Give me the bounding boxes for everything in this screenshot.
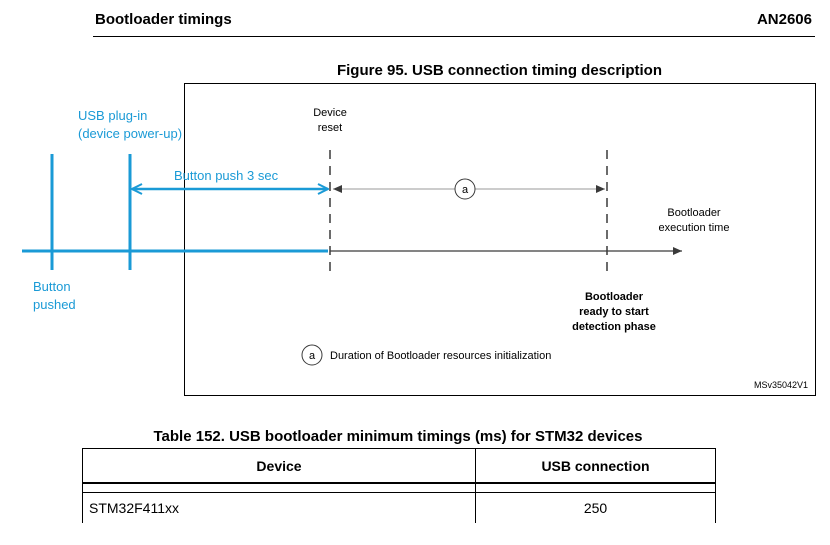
cell-usb-connection: 250 [475,492,716,523]
spacer-cell [82,483,476,493]
legend-a-marker-label: a [309,350,316,362]
figure-ref-code: MSv35042V1 [754,380,808,390]
device-reset-label-line2: reset [318,122,342,134]
usb-plugin-label-line2: (device power-up) [78,126,182,141]
marker-a-label: a [462,184,469,196]
ready-label-line2: ready to start [579,306,649,318]
cell-device: STM32F411xx [82,492,476,523]
legend-a-circle [301,344,323,366]
button-push-label: Button push 3 sec [174,168,279,183]
header-divider [93,36,815,37]
timings-table: Device USB connection STM32F411xx 250 [82,448,716,523]
marker-a-circle [454,178,476,200]
table-spacer-row [82,483,716,493]
figure-title: Figure 95. USB connection timing descrip… [336,62,663,79]
column-header-usb-connection: USB connection [475,448,716,484]
button-pushed-label-line1: Button [33,279,71,294]
figure-frame [184,83,816,396]
legend-a-text: Duration of Bootloader resources initial… [330,350,551,362]
button-pushed-label-line2: pushed [33,297,76,312]
table-header-row: Device USB connection [82,448,716,484]
document-id: AN2606 [756,11,812,28]
section-title: Bootloader timings [95,11,232,28]
spacer-cell [475,483,716,493]
table-row: STM32F411xx 250 [82,492,716,523]
device-reset-label-line1: Device [313,107,347,119]
table-title: Table 152. USB bootloader minimum timing… [153,428,643,445]
ready-label-line1: Bootloader [585,291,644,303]
exec-time-label-line2: execution time [659,222,730,234]
column-header-device: Device [82,448,476,484]
usb-plugin-label-line1: USB plug-in [78,108,147,123]
exec-time-label-line1: Bootloader [667,207,721,219]
ready-label-line3: detection phase [572,321,656,333]
